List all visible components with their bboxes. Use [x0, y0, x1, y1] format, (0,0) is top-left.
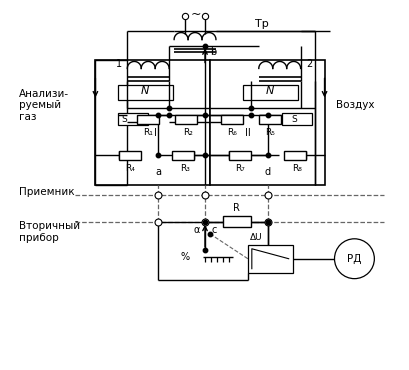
Bar	[137, 115, 159, 124]
Bar	[228, 151, 250, 159]
Text: РД: РД	[346, 254, 361, 264]
Text: R: R	[233, 203, 240, 213]
Text: Тр: Тр	[254, 18, 268, 28]
Text: N: N	[141, 86, 149, 96]
Bar	[175, 115, 197, 124]
Text: II: II	[244, 128, 250, 138]
Text: 1: 1	[116, 60, 122, 70]
Text: R₂: R₂	[183, 128, 193, 137]
Bar	[118, 113, 148, 125]
Text: Воздух: Воздух	[335, 100, 373, 110]
Bar	[222, 216, 250, 227]
Text: 2: 2	[306, 60, 312, 70]
Bar	[242, 85, 297, 100]
Text: R₇: R₇	[234, 164, 244, 173]
Text: Анализи-
руемый
газ: Анализи- руемый газ	[19, 89, 69, 122]
Text: R₁: R₁	[143, 128, 153, 137]
Text: R₆: R₆	[227, 128, 236, 137]
Text: N: N	[265, 86, 273, 96]
Text: d: d	[264, 167, 270, 177]
Bar	[258, 115, 280, 124]
Bar	[209, 60, 324, 185]
Bar	[172, 151, 193, 159]
Text: Приемник: Приемник	[19, 187, 74, 197]
Text: a: a	[155, 167, 161, 177]
Circle shape	[334, 239, 373, 279]
Bar	[281, 113, 311, 125]
Text: ΔU: ΔU	[249, 233, 262, 242]
Text: R₃: R₃	[180, 164, 189, 173]
Text: c: c	[211, 225, 217, 235]
Text: R₄: R₄	[125, 164, 135, 173]
Text: b: b	[209, 47, 216, 57]
Text: S: S	[121, 115, 127, 124]
Bar	[283, 151, 305, 159]
Text: ~: ~	[190, 8, 201, 21]
Text: α: α	[193, 225, 200, 235]
Bar	[220, 115, 242, 124]
Text: Вторичный
прибор: Вторичный прибор	[19, 221, 80, 243]
Bar	[118, 85, 173, 100]
Text: %: %	[180, 252, 189, 262]
Bar	[95, 60, 209, 185]
Bar	[247, 245, 292, 273]
Bar	[119, 151, 141, 159]
Text: S: S	[291, 115, 297, 124]
Text: R₅: R₅	[264, 128, 274, 137]
Text: I: I	[153, 128, 156, 138]
Text: R₈: R₈	[291, 164, 301, 173]
